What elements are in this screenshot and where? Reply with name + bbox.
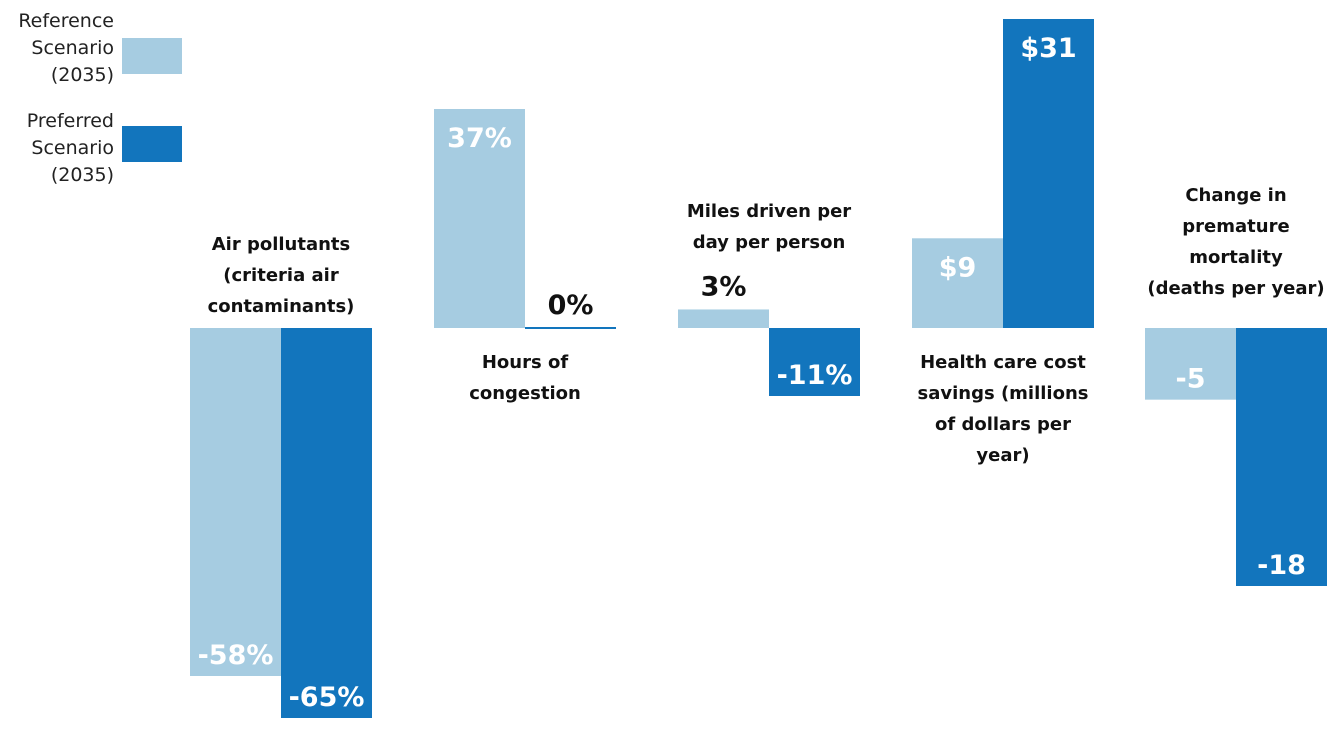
category-label: contaminants) [208, 296, 355, 317]
data-label: 37% [447, 123, 512, 154]
legend-swatch [122, 126, 182, 162]
bars [190, 19, 1327, 718]
data-label: $31 [1020, 33, 1076, 64]
legend-text: Preferred [27, 110, 114, 132]
category-label: Change in [1185, 185, 1286, 206]
legend-text: Scenario [31, 137, 114, 159]
category-label: Air pollutants [212, 234, 351, 255]
data-label: -11% [777, 360, 853, 391]
data-label: $9 [939, 252, 977, 283]
data-label: -5 [1176, 364, 1206, 395]
legend-text: (2035) [51, 164, 114, 186]
category-label: day per person [693, 232, 846, 253]
data-label: 3% [701, 271, 747, 302]
category-label: congestion [469, 383, 581, 404]
data-label: -58% [198, 640, 274, 671]
category-label: Miles driven per [687, 201, 851, 222]
category-label: savings (millions [918, 383, 1089, 404]
bar [1003, 19, 1094, 328]
legend-text: Reference [18, 10, 114, 32]
category-label: premature [1182, 216, 1289, 237]
category-label: (criteria air [223, 265, 339, 286]
category-label: Health care cost [920, 352, 1086, 373]
category-label: of dollars per [935, 414, 1071, 435]
bar [281, 328, 372, 718]
labels: -58% -65% Air pollutants (criteria air conta… [198, 33, 1325, 713]
bar [678, 309, 769, 328]
legend-swatch [122, 38, 182, 74]
legend-text: Scenario [31, 37, 114, 59]
category-label: Hours of [482, 352, 568, 373]
bar [912, 238, 1003, 328]
bar [190, 328, 281, 676]
category-label: year) [976, 445, 1029, 466]
bar [525, 327, 616, 329]
data-label: -65% [289, 682, 365, 713]
bar [769, 328, 860, 396]
bar [1145, 328, 1236, 400]
bar [1236, 328, 1327, 586]
data-label: -18 [1257, 550, 1306, 581]
data-label: 0% [548, 290, 594, 321]
legend: Reference Scenario (2035) Preferred Scenario… [18, 10, 182, 186]
bar [434, 109, 525, 328]
category-label: mortality [1189, 247, 1283, 268]
legend-text: (2035) [51, 64, 114, 86]
category-label: (deaths per year) [1147, 278, 1324, 299]
